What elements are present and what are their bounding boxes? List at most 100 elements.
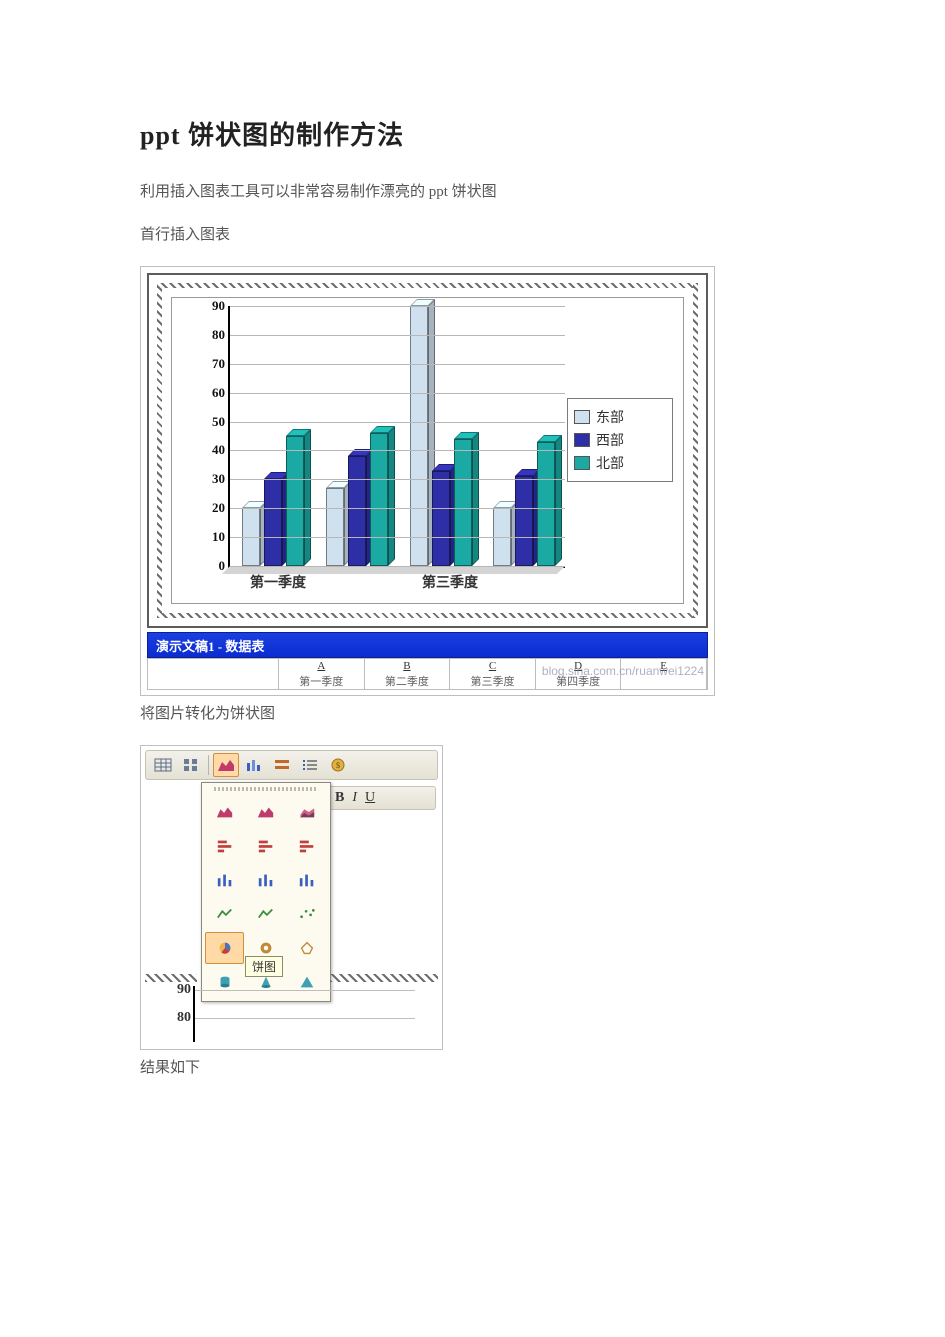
chart-type-area-chart[interactable] — [205, 796, 244, 828]
y-tick-label: 80 — [195, 327, 225, 343]
datasheet-col-b[interactable]: B 第二季度 — [365, 659, 451, 689]
chart-type-surface-chart[interactable] — [288, 796, 327, 828]
chart-type-barstack-chart[interactable] — [288, 830, 327, 862]
chart-type-bar-chart[interactable] — [205, 830, 244, 862]
area-chart-icon[interactable] — [213, 753, 239, 777]
legend-swatch-west — [574, 433, 590, 447]
bar-北部-第一季度 — [286, 436, 304, 566]
bar-东部-第二季度 — [326, 488, 344, 566]
chart-type-line3d-chart[interactable] — [246, 898, 285, 930]
watermark: blog.sina.com.cn/ruanwei1224 — [542, 664, 704, 678]
x-label-q3: 第三季度 — [422, 572, 478, 592]
toolbar-separator — [208, 755, 209, 775]
chart-toolbar: $ — [145, 750, 438, 780]
grid-line — [230, 508, 565, 509]
chart-type-bar3d-chart[interactable] — [246, 830, 285, 862]
legend-label-west: 西部 — [596, 430, 624, 450]
y-tick-label: 50 — [195, 414, 225, 430]
datasheet-rowhead — [148, 659, 279, 689]
mini-ylabel-90: 90 — [163, 982, 191, 998]
chart-type-pie-chart[interactable] — [205, 932, 244, 964]
mini-axis: 90 80 — [193, 986, 415, 1042]
chart-type-radar-chart[interactable] — [288, 932, 327, 964]
step2-paragraph: 将图片转化为饼状图 — [140, 702, 945, 723]
chart-type-area3d-chart[interactable] — [246, 796, 285, 828]
figure-chart-type-picker: $ B I U 饼图 90 80 — [140, 745, 443, 1050]
grid-line — [230, 364, 565, 365]
chart-type-columnstack-chart[interactable] — [288, 864, 327, 896]
step3-paragraph: 结果如下 — [140, 1056, 945, 1077]
bars-layer — [230, 306, 565, 566]
bar-西部-第四季度 — [515, 476, 533, 566]
datasheet-col-c[interactable]: C 第三季度 — [450, 659, 536, 689]
bar-西部-第三季度 — [432, 471, 450, 566]
mini-ylabel-80: 80 — [163, 1010, 191, 1026]
datasheet-titlebar: 演示文稿1 - 数据表 — [147, 632, 708, 658]
format-toolbar: B I U — [326, 786, 436, 810]
grid-icon[interactable] — [178, 753, 204, 777]
italic-button[interactable]: I — [352, 790, 357, 806]
column-chart-icon[interactable] — [241, 753, 267, 777]
gallery-grip[interactable] — [214, 787, 318, 791]
y-tick-label: 30 — [195, 471, 225, 487]
page-title: ppt 饼状图的制作方法 — [140, 115, 945, 152]
grid-line — [230, 335, 565, 336]
grid-line — [230, 479, 565, 480]
figure-ppt-chart: 第一季度 第三季度 0102030405060708090 东部 西部 — [140, 266, 715, 696]
legend-label-north: 北部 — [596, 453, 624, 473]
col-letter: A — [279, 660, 364, 672]
chart-type-column3d-chart[interactable] — [246, 864, 285, 896]
col-letter: B — [365, 660, 450, 672]
list-icon[interactable] — [297, 753, 323, 777]
bar-北部-第四季度 — [537, 442, 555, 566]
table-icon[interactable] — [150, 753, 176, 777]
underline-button[interactable]: U — [365, 790, 375, 806]
legend-swatch-east — [574, 410, 590, 424]
col-sub: 第二季度 — [365, 673, 450, 689]
grid-line — [230, 393, 565, 394]
mini-grid — [195, 1018, 415, 1019]
grid-line — [230, 422, 565, 423]
row-format-icon[interactable] — [269, 753, 295, 777]
chart-type-line-chart[interactable] — [205, 898, 244, 930]
y-tick-label: 40 — [195, 442, 225, 458]
legend-label-east: 东部 — [596, 407, 624, 427]
bold-button[interactable]: B — [335, 790, 344, 806]
currency-icon[interactable]: $ — [325, 753, 351, 777]
y-tick-label: 70 — [195, 356, 225, 372]
chart-type-scatter-chart[interactable] — [288, 898, 327, 930]
y-tick-label: 20 — [195, 500, 225, 516]
y-tick-label: 0 — [195, 558, 225, 574]
legend-item-north: 北部 — [574, 453, 666, 473]
legend: 东部 西部 北部 — [567, 398, 673, 482]
grid-line — [230, 537, 565, 538]
bar-西部-第二季度 — [348, 456, 366, 566]
svg-text:$: $ — [336, 761, 340, 770]
legend-item-east: 东部 — [574, 407, 666, 427]
legend-swatch-north — [574, 456, 590, 470]
bar-北部-第三季度 — [454, 439, 472, 566]
step1-paragraph: 首行插入图表 — [140, 223, 945, 244]
bar-北部-第二季度 — [370, 433, 388, 566]
plot-area: 第一季度 第三季度 0102030405060708090 — [228, 306, 565, 568]
y-tick-label: 90 — [195, 298, 225, 314]
y-tick-label: 60 — [195, 385, 225, 401]
col-letter: C — [450, 660, 535, 672]
x-label-q1: 第一季度 — [250, 572, 306, 592]
grid-line — [230, 450, 565, 451]
datasheet-col-a[interactable]: A 第一季度 — [279, 659, 365, 689]
grid-line — [230, 306, 565, 307]
chart-placeholder[interactable]: 第一季度 第三季度 0102030405060708090 东部 西部 — [171, 297, 684, 604]
bar-西部-第一季度 — [264, 479, 282, 566]
intro-paragraph: 利用插入图表工具可以非常容易制作漂亮的 ppt 饼状图 — [140, 180, 945, 201]
y-tick-label: 10 — [195, 529, 225, 545]
col-sub: 第一季度 — [279, 673, 364, 689]
hatch-strip — [145, 974, 438, 982]
legend-item-west: 西部 — [574, 430, 666, 450]
slide-area: 第一季度 第三季度 0102030405060708090 东部 西部 — [147, 273, 708, 628]
chart-type-column-chart[interactable] — [205, 864, 244, 896]
col-sub: 第三季度 — [450, 673, 535, 689]
grid-line — [230, 566, 565, 567]
bar-东部-第三季度 — [410, 306, 428, 566]
mini-grid — [195, 990, 415, 991]
